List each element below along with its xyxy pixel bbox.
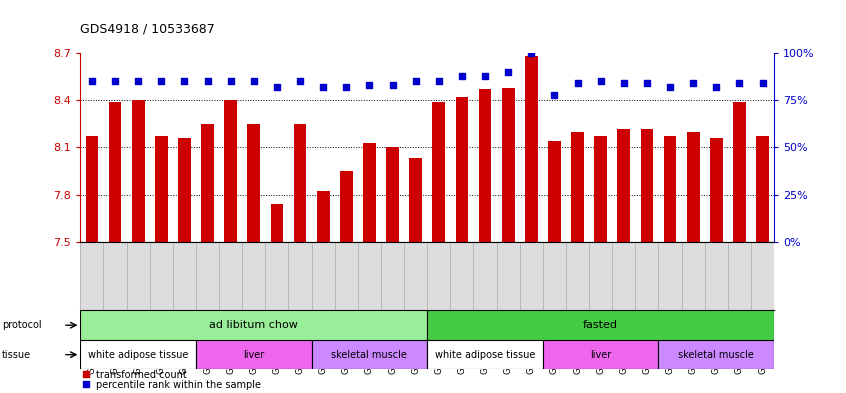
Point [686,80,700,86]
Text: white adipose tissue: white adipose tissue [435,350,536,360]
Text: ad libitum chow: ad libitum chow [209,320,299,330]
Bar [618,129,630,242]
Bar [386,147,399,242]
Bar [224,100,237,242]
Point [316,84,330,90]
Point [455,73,469,79]
Point [733,80,746,86]
Point [594,78,607,84]
Point [502,69,515,75]
Text: percentile rank within the sample: percentile rank within the sample [96,380,261,390]
Point [85,78,99,84]
Bar [658,340,774,369]
Bar [155,136,168,242]
Point [294,78,307,84]
Point [339,84,353,90]
Bar [640,129,653,242]
Bar [80,340,196,369]
Point [224,78,238,84]
Point [663,84,677,90]
Bar [196,340,311,369]
Bar [132,100,145,242]
Bar [178,138,191,242]
Text: skeletal muscle: skeletal muscle [678,350,755,360]
Bar [409,158,422,242]
Bar [271,204,283,242]
Bar [594,136,607,242]
Bar [340,171,353,242]
Point [386,82,399,88]
Bar [543,340,658,369]
Text: liver: liver [590,350,612,360]
Point [80,381,93,387]
Bar [455,97,469,242]
Bar [201,124,214,242]
Text: white adipose tissue: white adipose tissue [88,350,189,360]
Point [478,73,492,79]
Bar [85,136,98,242]
Bar [427,310,774,340]
Point [525,50,538,56]
Bar [733,102,746,242]
Bar [479,89,492,242]
Point [131,78,145,84]
Point [571,80,585,86]
Point [108,78,122,84]
Text: skeletal muscle: skeletal muscle [332,350,408,360]
Point [201,78,214,84]
Point [80,371,93,377]
Text: transformed count: transformed count [96,370,186,380]
Bar [108,102,122,242]
Bar [80,310,427,340]
Bar [432,102,445,242]
Point [270,84,283,90]
Bar [687,132,700,242]
Point [155,78,168,84]
Bar [525,56,538,242]
Point [547,92,561,98]
Bar [427,340,543,369]
Text: tissue: tissue [2,350,30,360]
Bar [571,132,584,242]
Point [178,78,191,84]
Bar [548,141,561,242]
Point [617,80,630,86]
Bar [710,138,722,242]
Point [432,78,446,84]
Point [710,84,723,90]
Bar [363,143,376,242]
Text: fasted: fasted [583,320,618,330]
Bar [663,136,677,242]
Bar [756,136,769,242]
Bar [294,124,306,242]
Bar [247,124,261,242]
Point [640,80,654,86]
Bar [316,191,330,242]
Point [755,80,769,86]
Point [247,78,261,84]
Text: protocol: protocol [2,320,41,330]
Text: liver: liver [243,350,265,360]
Point [363,82,376,88]
Bar [502,88,514,242]
Point [409,78,422,84]
Bar [311,340,427,369]
Text: GDS4918 / 10533687: GDS4918 / 10533687 [80,22,215,35]
